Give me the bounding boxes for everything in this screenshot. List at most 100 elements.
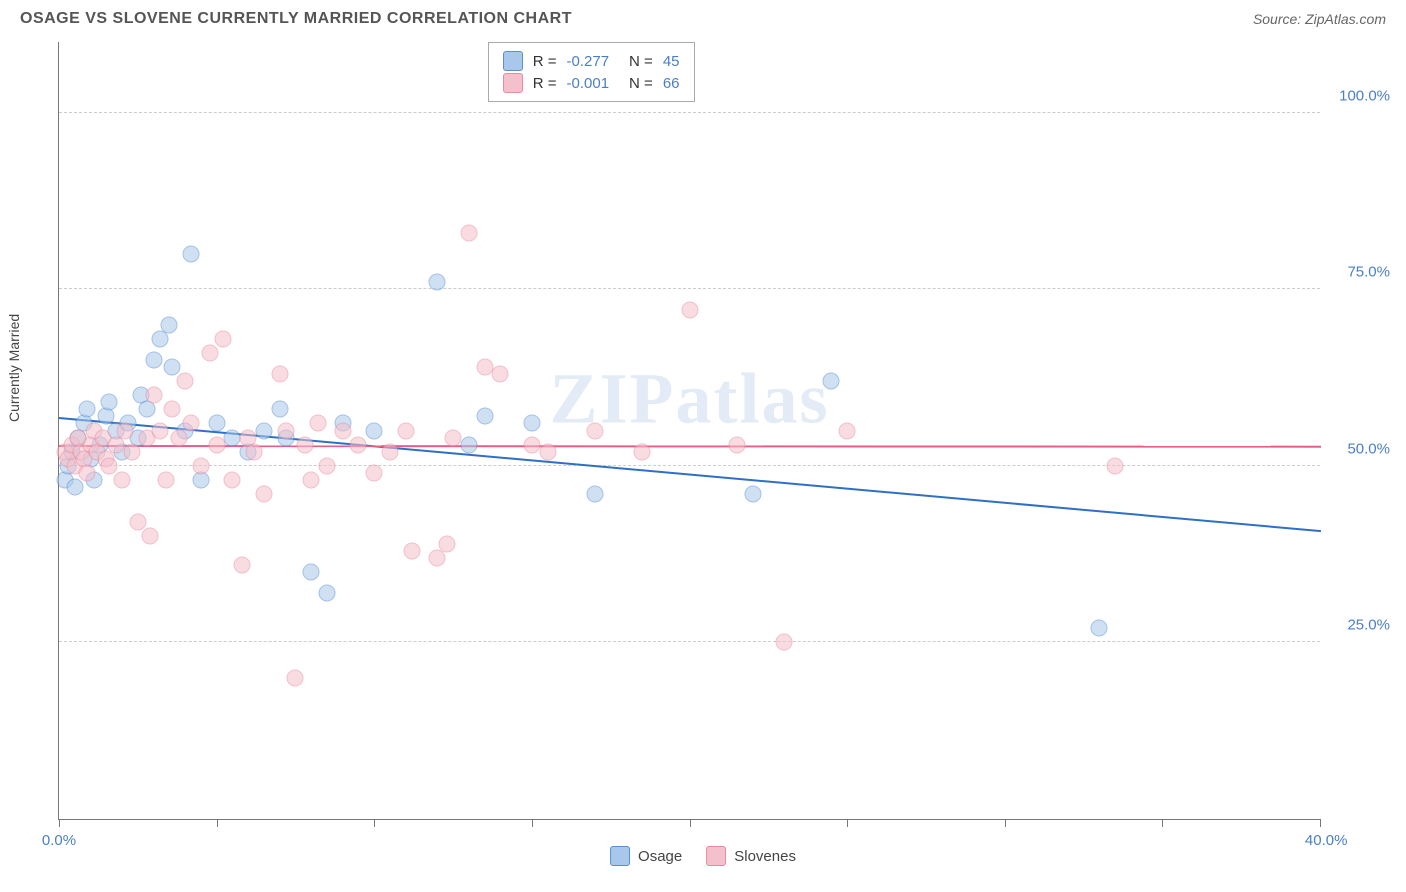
source-name: ZipAtlas.com (1305, 11, 1386, 27)
scatter-point (79, 464, 96, 481)
scatter-point (1107, 457, 1124, 474)
stats-n-value: 66 (663, 75, 680, 92)
scatter-point (296, 436, 313, 453)
stats-row: R =-0.277N =45 (503, 51, 680, 71)
x-tick (217, 819, 218, 827)
scatter-point (839, 422, 856, 439)
scatter-point (287, 669, 304, 686)
scatter-point (142, 528, 159, 545)
scatter-point (460, 436, 477, 453)
scatter-point (728, 436, 745, 453)
scatter-point (429, 549, 446, 566)
scatter-point (151, 422, 168, 439)
scatter-point (79, 401, 96, 418)
scatter-point (350, 436, 367, 453)
scatter-point (334, 422, 351, 439)
scatter-point (183, 415, 200, 432)
scatter-point (476, 358, 493, 375)
scatter-point (438, 535, 455, 552)
scatter-point (460, 224, 477, 241)
x-tick-label: 40.0% (1305, 832, 1348, 849)
scatter-point (586, 422, 603, 439)
x-tick (847, 819, 848, 827)
legend-label: Slovenes (734, 848, 796, 865)
scatter-point (123, 443, 140, 460)
scatter-point (101, 394, 118, 411)
scatter-point (177, 373, 194, 390)
scatter-point (539, 443, 556, 460)
x-tick (690, 819, 691, 827)
source-label: Source: (1253, 11, 1301, 27)
y-tick-label: 75.0% (1347, 264, 1390, 281)
scatter-point (744, 486, 761, 503)
stats-r-label: R = (533, 75, 557, 92)
scatter-point (397, 422, 414, 439)
gridline (59, 288, 1320, 289)
y-tick-label: 100.0% (1339, 87, 1390, 104)
legend-item: Osage (610, 846, 682, 866)
scatter-point (445, 429, 462, 446)
y-axis-label: Currently Married (6, 314, 22, 422)
y-tick-label: 50.0% (1347, 440, 1390, 457)
scatter-point (318, 457, 335, 474)
scatter-point (492, 366, 509, 383)
gridline (59, 465, 1320, 466)
scatter-point (66, 479, 83, 496)
scatter-point (255, 422, 272, 439)
y-tick-label: 25.0% (1347, 617, 1390, 634)
scatter-point (309, 415, 326, 432)
stats-legend-box: R =-0.277N =45R =-0.001N =66 (488, 42, 695, 102)
chart-container: Currently Married ZIPatlas R =-0.277N =4… (0, 34, 1406, 874)
x-tick (532, 819, 533, 827)
scatter-point (429, 274, 446, 291)
scatter-point (823, 373, 840, 390)
scatter-point (634, 443, 651, 460)
scatter-point (255, 486, 272, 503)
scatter-point (208, 415, 225, 432)
chart-source: Source: ZipAtlas.com (1253, 11, 1386, 27)
scatter-point (303, 563, 320, 580)
scatter-point (224, 471, 241, 488)
scatter-point (382, 443, 399, 460)
scatter-point (1091, 620, 1108, 637)
stats-r-label: R = (533, 53, 557, 70)
x-tick (1162, 819, 1163, 827)
stats-r-value: -0.277 (567, 53, 610, 70)
x-tick-label: 0.0% (42, 832, 76, 849)
scatter-point (233, 556, 250, 573)
x-tick (1320, 819, 1321, 827)
scatter-point (192, 457, 209, 474)
scatter-point (170, 429, 187, 446)
scatter-point (271, 366, 288, 383)
legend-item: Slovenes (706, 846, 796, 866)
x-tick (59, 819, 60, 827)
legend-swatch (503, 51, 523, 71)
scatter-point (107, 436, 124, 453)
scatter-point (114, 471, 131, 488)
scatter-point (164, 401, 181, 418)
scatter-point (214, 330, 231, 347)
scatter-point (158, 471, 175, 488)
legend-swatch (706, 846, 726, 866)
legend-swatch (610, 846, 630, 866)
scatter-point (129, 514, 146, 531)
stats-row: R =-0.001N =66 (503, 73, 680, 93)
stats-n-label: N = (629, 53, 653, 70)
scatter-point (681, 302, 698, 319)
scatter-point (117, 422, 134, 439)
legend-label: Osage (638, 848, 682, 865)
plot-area: ZIPatlas R =-0.277N =45R =-0.001N =66 25… (58, 42, 1320, 820)
scatter-point (476, 408, 493, 425)
scatter-point (303, 471, 320, 488)
gridline (59, 641, 1320, 642)
x-tick (1005, 819, 1006, 827)
scatter-point (271, 401, 288, 418)
stats-r-value: -0.001 (567, 75, 610, 92)
scatter-point (202, 344, 219, 361)
scatter-point (161, 316, 178, 333)
scatter-point (101, 457, 118, 474)
legend-swatch (503, 73, 523, 93)
scatter-point (224, 429, 241, 446)
chart-title: OSAGE VS SLOVENE CURRENTLY MARRIED CORRE… (20, 10, 572, 28)
legend-bottom: Osage Slovenes (610, 846, 796, 866)
